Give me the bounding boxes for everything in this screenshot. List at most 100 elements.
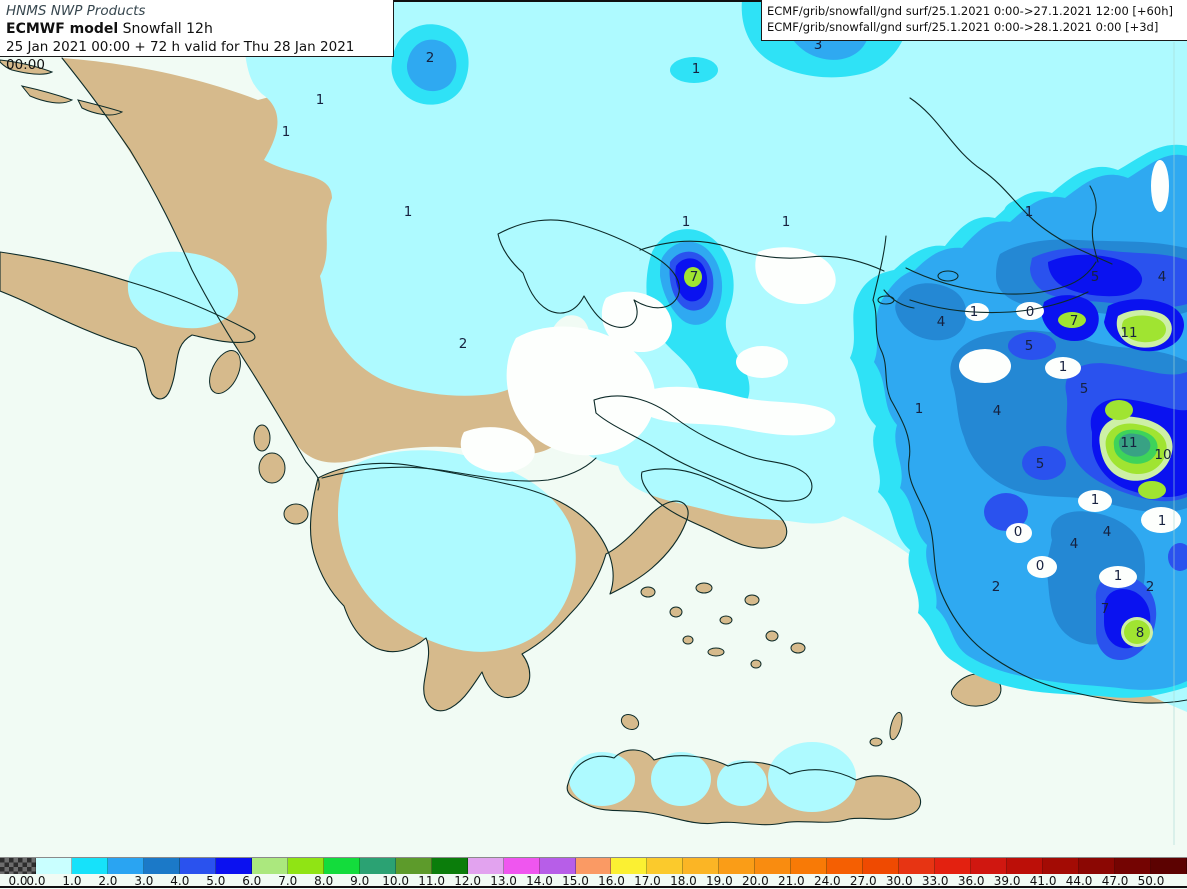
contour-label: 1 — [1025, 204, 1034, 220]
colorbar-cell — [539, 858, 576, 874]
colorbar-tick: 15.0 — [562, 874, 589, 888]
colorbar-tick: 47.0 — [1101, 874, 1129, 888]
colorbar-tick: 4.0 — [170, 874, 190, 888]
colorbar-cell — [683, 858, 720, 874]
coast-black-sea — [909, 97, 1113, 265]
colorbar-tick: 21.0 — [777, 874, 805, 888]
contour-label: 10 — [1154, 447, 1171, 463]
contour-label: 2 — [1146, 579, 1155, 595]
contour-label: 2 — [426, 50, 435, 66]
contour-label: 2 — [992, 579, 1001, 595]
field-0to1-attica — [617, 445, 852, 524]
colorbar-cell — [395, 858, 432, 874]
colorbar-cell — [0, 858, 36, 874]
colorbar-cell — [1043, 858, 1080, 874]
colorbar-cell — [971, 858, 1008, 874]
contour-label: 1 — [692, 61, 701, 77]
colorbar-tick: 44.0 — [1065, 874, 1093, 888]
zero-snow-patches — [460, 160, 1181, 588]
colorbar-cell — [179, 858, 216, 874]
coast-gulf-corinth — [321, 457, 597, 482]
field-4to5-spot-c — [984, 493, 1028, 531]
contour-label: 1 — [1059, 359, 1068, 375]
field-5to6-north-band — [1048, 254, 1143, 297]
colorbar-tick: 39.0 — [993, 874, 1021, 888]
model-name: ECMWF model — [6, 21, 119, 37]
colorbar-cell — [251, 858, 288, 874]
colorbar-tick: 8.0 — [314, 874, 334, 888]
colorbar-tick: 9.0 — [350, 874, 370, 888]
colorbar-tick: 27.0 — [849, 874, 877, 888]
contour-label: 0 — [1036, 558, 1045, 574]
field-0to1-crete-west — [569, 752, 635, 806]
contour-label: 8 — [1136, 625, 1145, 641]
colorbar-tick: 11.0 — [418, 874, 445, 888]
colorbar-tick: 16.0 — [598, 874, 625, 888]
field-0to1-peloponnese — [338, 450, 576, 652]
contour-label: 5 — [1080, 381, 1089, 397]
contour-label: 4 — [993, 403, 1002, 419]
contour-label: 1 — [915, 401, 924, 417]
colorbar-cell — [107, 858, 144, 874]
coast-marmara-south — [909, 291, 1089, 314]
colorbar-cell — [287, 858, 324, 874]
colorbar-tick: 0.0 — [26, 874, 46, 888]
field-0to1-albania-coast — [127, 251, 239, 329]
colorbar-cell — [863, 858, 900, 874]
colorbar-tick: 19.0 — [706, 874, 733, 888]
field-7to8-core-8 — [1124, 620, 1150, 644]
colorbar-tick: 5.0 — [206, 874, 226, 888]
colorbar-tick: 12.0 — [454, 874, 481, 888]
field-4to5-spot-b — [1022, 446, 1066, 480]
grib-meta-box: ECMF/grib/snowfall/gnd surf/25.1.2021 0:… — [761, 0, 1187, 41]
colorbar-cell — [755, 858, 792, 874]
colorbar-cell — [71, 858, 108, 874]
contour-label: 11 — [1120, 435, 1137, 451]
colorbar-cell — [503, 858, 540, 874]
colorbar-tick: 41.0 — [1029, 874, 1057, 888]
colorbar-tick: 10.0 — [382, 874, 410, 888]
contour-label: 7 — [690, 269, 699, 285]
colorbar-tick: 18.0 — [670, 874, 697, 888]
contour-label: 4 — [937, 314, 946, 330]
model-line: ECMWF model Snowfall 12h — [6, 20, 387, 38]
contour-label: 4 — [1103, 524, 1112, 540]
field-7to8-core-7 — [1058, 312, 1086, 328]
contour-label: 1 — [782, 214, 791, 230]
contour-label: 3 — [814, 37, 823, 53]
colorbar-cell — [611, 858, 648, 874]
field-3to4-marmara-west — [895, 283, 967, 341]
colorbar-cell — [1007, 858, 1044, 874]
contour-label: 0 — [1014, 524, 1023, 540]
contour-label: 1 — [282, 124, 291, 140]
colorbar-tick: 6.0 — [242, 874, 262, 888]
grib-meta-line-1: ECMF/grib/snowfall/gnd surf/25.1.2021 0:… — [767, 4, 1173, 18]
contour-label: 7 — [1070, 313, 1079, 329]
contour-label: 4 — [1158, 269, 1167, 285]
title-box: HNMS NWP Products ECMWF model Snowfall 1… — [0, 0, 394, 73]
colorbar-cell — [143, 858, 180, 874]
field-4to5-spot-a — [1008, 332, 1056, 360]
valid-time-line: 25 Jan 2021 00:00 + 72 h valid for Thu 2… — [6, 39, 355, 73]
field-0to1-crete-east — [717, 760, 767, 806]
colorbar-cell — [1079, 858, 1116, 874]
contour-label: 5 — [1091, 269, 1100, 285]
contour-label: 5 — [1036, 456, 1045, 472]
contour-label: 1 — [316, 92, 325, 108]
colorbar-tick: 0.0 — [8, 874, 28, 888]
field-7to8-chalkidiki-core — [684, 267, 702, 287]
contour-label: 5 — [1025, 338, 1034, 354]
colorbar-cell — [323, 858, 360, 874]
contour-label: 1 — [682, 214, 691, 230]
field-0to1-crete-mid — [651, 752, 711, 806]
contour-label: 1 — [1158, 513, 1167, 529]
field-2to3-nw-core — [406, 39, 457, 92]
field-0to1-karpathos — [768, 742, 856, 812]
map-top-border — [0, 0, 1187, 2]
contour-label: 1 — [404, 204, 413, 220]
colorbar-cell — [215, 858, 252, 874]
coast-bosphorus — [1089, 185, 1099, 263]
contour-label: 0 — [1026, 304, 1035, 320]
colorbar-tick: 13.0 — [490, 874, 517, 888]
